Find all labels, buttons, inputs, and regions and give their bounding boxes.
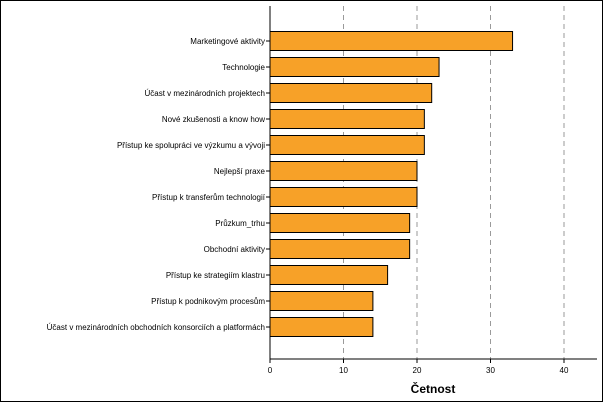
category-label: Marketingové aktivity xyxy=(190,37,265,46)
category-label: Přístup k transferům technologií xyxy=(152,193,266,202)
bar xyxy=(269,109,425,129)
category-label: Obchodní aktivity xyxy=(204,245,265,254)
bars xyxy=(269,31,514,337)
bar xyxy=(269,31,514,51)
category-label: Přístup ke strategiím klastru xyxy=(166,271,265,280)
bar xyxy=(269,135,425,155)
bar xyxy=(269,213,411,233)
bar xyxy=(269,239,411,259)
bar xyxy=(269,317,374,337)
category-label: Účast v mezinárodních obchodních konsorc… xyxy=(47,323,265,332)
x-axis-title: Četnost xyxy=(411,381,456,396)
x-tick-label: 30 xyxy=(486,366,495,375)
bar xyxy=(269,83,433,103)
category-label: Účast v mezinárodních projektech xyxy=(145,89,266,98)
category-label: Nové zkušenosti a know how xyxy=(162,115,265,124)
bar xyxy=(269,265,389,285)
axes xyxy=(266,6,597,363)
x-tick-label: 10 xyxy=(339,366,348,375)
category-label: Průzkum_trhu xyxy=(215,219,265,228)
x-tick-label: 0 xyxy=(268,366,273,375)
category-labels: Marketingové aktivity Technologie Účast v … xyxy=(47,37,266,332)
category-label: Nejlepší praxe xyxy=(214,167,266,176)
x-tick-label: 40 xyxy=(560,366,569,375)
x-tick-label: 20 xyxy=(413,366,422,375)
category-label: Technologie xyxy=(222,63,265,72)
category-label: Přístup ke spolupráci ve výzkumu a vývoj… xyxy=(117,141,265,150)
bar xyxy=(269,291,374,311)
bar xyxy=(269,187,418,207)
bar xyxy=(269,57,440,77)
x-tick-labels: 0 10 20 30 40 xyxy=(268,366,569,375)
category-label: Přístup k podnikovým procesům xyxy=(151,297,265,306)
bar xyxy=(269,161,418,181)
